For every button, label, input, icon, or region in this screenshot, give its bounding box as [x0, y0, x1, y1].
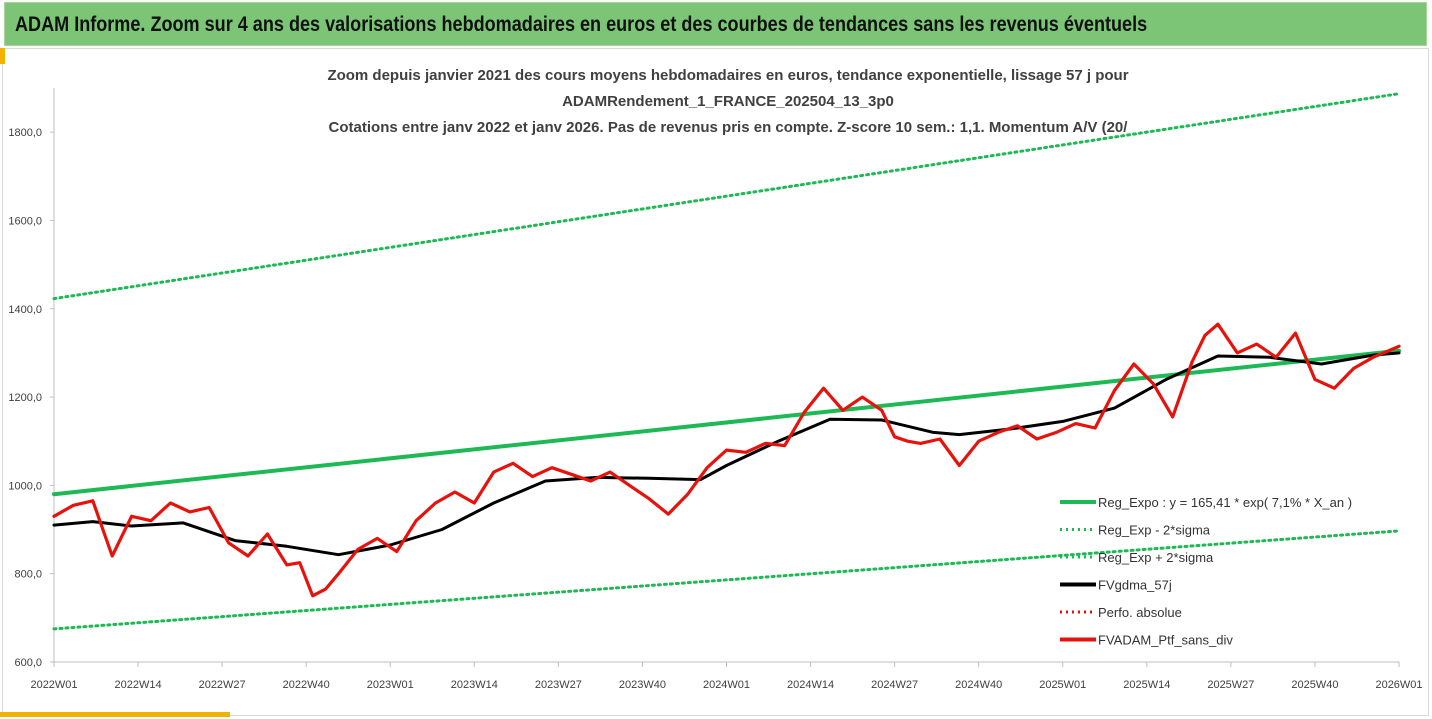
chart-title-line-2: ADAMRendement_1_FRANCE_202504_13_3p0 — [562, 93, 894, 110]
report-title: ADAM Informe. Zoom sur 4 ans des valoris… — [15, 13, 1148, 36]
legend-label-sma: FVgdma_57j — [1098, 578, 1172, 593]
legend: Reg_Expo : y = 165,41 * exp( 7,1% * X_an… — [1060, 495, 1352, 648]
x-tick-label: 2022W01 — [30, 679, 77, 691]
y-tick-label: 1800,0 — [8, 127, 42, 139]
x-tick-label: 2025W27 — [1207, 679, 1254, 691]
y-tick-label: 1000,0 — [8, 480, 42, 492]
x-tick-label: 2025W14 — [1123, 679, 1170, 691]
accent-bar — [0, 48, 5, 64]
y-tick-label: 1200,0 — [8, 392, 42, 404]
x-tick-label: 2024W27 — [871, 679, 918, 691]
series-fvgdma — [52, 351, 1401, 557]
series-reg-low — [52, 529, 1401, 631]
legend-label-high: Reg_Exp + 2*sigma — [1098, 550, 1214, 565]
x-tick-label: 2023W40 — [619, 679, 666, 691]
chart-frame — [2, 48, 1429, 716]
series-ptf — [52, 322, 1401, 598]
report-banner: ADAM Informe. Zoom sur 4 ans des valoris… — [4, 2, 1427, 46]
x-tick-label: 2025W40 — [1291, 679, 1338, 691]
x-tick-label: 2025W01 — [1039, 679, 1086, 691]
x-tick-label: 2022W14 — [115, 679, 162, 691]
x-tick-label: 2023W27 — [535, 679, 582, 691]
chart-title-line-3: Cotations entre janv 2022 et janv 2026. … — [329, 119, 1129, 136]
x-axis: 2022W01 2022W14 2022W27 2022W40 2023W01 2023W… — [30, 661, 1423, 691]
x-tick-label: 2024W01 — [703, 679, 750, 691]
legend-label-ptf: FVADAM_Ptf_sans_div — [1098, 633, 1233, 648]
legend-label-reg: Reg_Expo : y = 165,41 * exp( 7,1% * X_an… — [1098, 495, 1352, 510]
y-axis: 600,0 800,0 1000,0 1200,0 1400,0 1600,0 1800,0 — [8, 88, 55, 669]
x-tick-label: 2023W01 — [367, 679, 414, 691]
y-tick-label: 600,0 — [14, 657, 42, 669]
x-tick-label: 2023W14 — [451, 679, 498, 691]
y-tick-label: 800,0 — [14, 569, 42, 581]
y-tick-label: 1600,0 — [8, 215, 42, 227]
legend-label-perf: Perfo. absolue — [1098, 605, 1182, 620]
accent-bar-bottom — [0, 712, 230, 717]
x-tick-label: 2026W01 — [1375, 679, 1422, 691]
x-tick-label: 2022W40 — [283, 679, 330, 691]
chart-title-line-1: Zoom depuis janvier 2021 des cours moyen… — [327, 67, 1128, 84]
y-tick-label: 1400,0 — [8, 304, 42, 316]
x-tick-label: 2024W14 — [787, 679, 834, 691]
legend-label-low: Reg_Exp - 2*sigma — [1098, 523, 1211, 538]
series-reg-expo — [52, 348, 1401, 497]
series-layer — [52, 92, 1401, 631]
x-tick-label: 2022W27 — [199, 679, 246, 691]
x-tick-label: 2024W40 — [955, 679, 1002, 691]
series-reg-high — [52, 92, 1401, 301]
